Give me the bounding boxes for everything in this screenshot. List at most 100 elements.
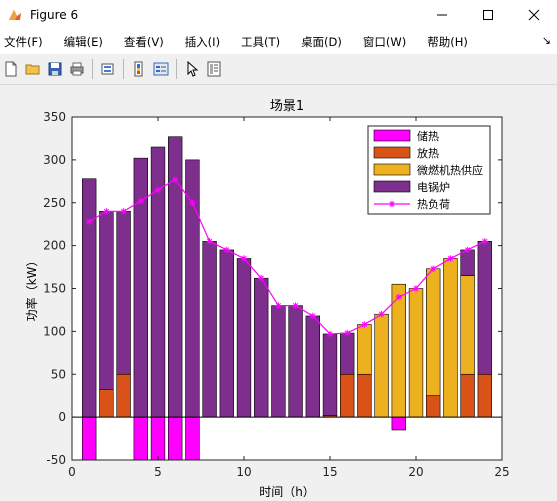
- bar-segment: [460, 249, 475, 276]
- figure-toolbar: [0, 54, 557, 85]
- y-tick-label: -50: [46, 453, 66, 467]
- edit-plot-button[interactable]: [181, 58, 203, 80]
- new-figure-button[interactable]: [0, 58, 22, 80]
- print-icon: [70, 62, 84, 76]
- heat-load-marker: [464, 246, 471, 254]
- save-button[interactable]: [44, 58, 66, 80]
- toolbar-separator: [92, 59, 93, 79]
- legend-entry: 放热: [373, 146, 439, 160]
- heat-load-line: [88, 178, 486, 335]
- insert-legend-button[interactable]: [150, 58, 172, 80]
- dock-arrow-icon[interactable]: ↘: [541, 34, 551, 47]
- bar-segment: [236, 258, 252, 418]
- bar-segment: [116, 373, 131, 418]
- x-tick-label: 10: [236, 465, 251, 479]
- heat-load-marker: [189, 199, 196, 206]
- heat-load-marker: [120, 208, 127, 215]
- x-tick-label: 25: [494, 465, 509, 479]
- bar-segment: [408, 288, 424, 418]
- menu-view[interactable]: 查看(V): [123, 35, 164, 49]
- property-editor-button[interactable]: [203, 58, 225, 80]
- bar-segment: [202, 241, 217, 418]
- menu-desktop[interactable]: 桌面(D): [301, 35, 342, 49]
- link-plot-button[interactable]: [97, 58, 119, 80]
- menu-file[interactable]: 文件(F): [4, 35, 43, 49]
- heat-load-marker: [86, 218, 93, 225]
- pointer-icon: [187, 61, 199, 77]
- bar-segment: [254, 277, 269, 418]
- menu-insert[interactable]: 插入(I): [184, 35, 221, 49]
- close-button[interactable]: [511, 0, 557, 30]
- y-tick-label: 250: [43, 196, 66, 210]
- bar-segment: [271, 305, 286, 418]
- legend-entry: 热负荷: [374, 197, 450, 211]
- bar-segment: [305, 315, 320, 418]
- heat-load-marker: [154, 186, 162, 194]
- bar-segment: [116, 211, 131, 375]
- menu-help[interactable]: 帮助(H): [427, 35, 468, 49]
- bar-segment: [357, 324, 372, 375]
- bar-group: [82, 136, 492, 461]
- close-icon: [528, 9, 540, 21]
- heat-load-marker: [447, 255, 454, 262]
- bar-segment: [219, 249, 234, 418]
- bar-segment: [477, 241, 492, 375]
- bar-segment: [426, 268, 441, 396]
- heat-load-marker: [258, 275, 265, 282]
- heat-load-marker: [378, 311, 385, 318]
- legend-swatch: [373, 146, 411, 159]
- bar-segment: [357, 373, 372, 418]
- toolbar-separator: [176, 59, 177, 79]
- bar-segment: [185, 159, 200, 418]
- minimize-icon: [437, 14, 447, 16]
- menu-edit[interactable]: 编辑(E): [63, 35, 103, 49]
- link-plot-icon: [101, 63, 114, 75]
- heat-load-marker: [395, 293, 402, 301]
- maximize-button[interactable]: [465, 0, 511, 30]
- heat-load-marker: [172, 176, 179, 183]
- maximize-icon: [483, 10, 493, 20]
- window-title: Figure 6: [30, 8, 79, 22]
- bar-segment: [288, 305, 303, 418]
- heat-load-marker: [206, 238, 213, 245]
- x-ticks: 0 5 10 15 20 25: [68, 117, 510, 479]
- bar-segment: [443, 258, 458, 418]
- y-tick-label: 200: [43, 239, 66, 253]
- heat-load-marker: [344, 329, 351, 337]
- legend-icon: [153, 62, 169, 76]
- legend-label: 放热: [417, 146, 439, 160]
- bar-segment: [99, 211, 114, 390]
- y-tick-label: 50: [51, 367, 66, 381]
- x-tick-label: 5: [154, 465, 162, 479]
- heat-load-marker: [240, 255, 248, 262]
- y-tick-label: 300: [43, 153, 66, 167]
- heat-load-marker: [481, 238, 488, 245]
- legend-label: 储热: [417, 129, 439, 143]
- heat-load-marker: [275, 302, 282, 309]
- matlab-figure-icon: [9, 10, 21, 20]
- bar-segment: [460, 275, 475, 375]
- minimize-button[interactable]: [419, 0, 465, 30]
- bar-segment: [340, 332, 355, 375]
- x-tick-label: 0: [68, 465, 76, 479]
- bar-segment: [133, 416, 148, 461]
- legend-swatch: [373, 129, 411, 142]
- open-file-button[interactable]: [22, 58, 44, 80]
- heat-load-marker: [361, 321, 368, 328]
- bar-segment: [322, 333, 338, 416]
- bar-segment: [82, 416, 97, 461]
- x-axis-label: 时间（h）: [259, 485, 315, 497]
- legend-swatch: [373, 163, 411, 176]
- x-tick-label: 20: [408, 465, 423, 479]
- insert-colorbar-button[interactable]: [128, 58, 150, 80]
- menu-window[interactable]: 窗口(W): [362, 35, 407, 49]
- menu-bar: 文件(F) 编辑(E) 查看(V) 插入(I) 工具(T) 桌面(D) 窗口(W…: [0, 30, 557, 54]
- heat-load-marker: [430, 265, 437, 272]
- y-ticks: -50 0 50 100 150 200 250 300 350: [43, 110, 502, 467]
- y-tick-label: 150: [43, 282, 66, 296]
- bar-segment: [426, 395, 441, 418]
- menu-tools[interactable]: 工具(T): [241, 35, 281, 49]
- print-button[interactable]: [66, 58, 88, 80]
